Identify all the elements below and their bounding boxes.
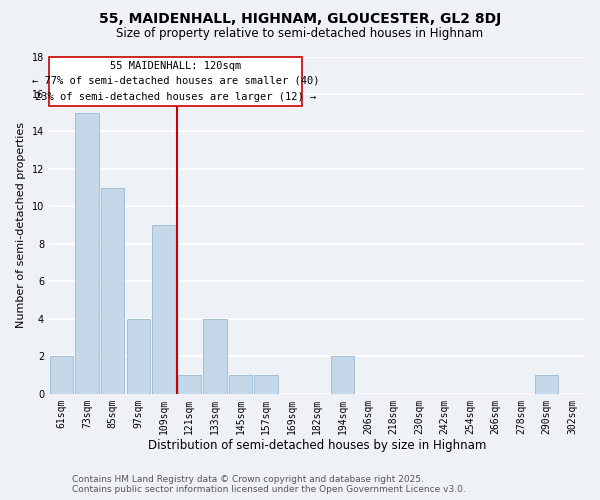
- Bar: [535, 375, 559, 394]
- Text: 55 MAIDENHALL: 120sqm: 55 MAIDENHALL: 120sqm: [110, 61, 241, 71]
- Text: Size of property relative to semi-detached houses in Highnam: Size of property relative to semi-detach…: [116, 28, 484, 40]
- Text: 23% of semi-detached houses are larger (12) →: 23% of semi-detached houses are larger (…: [35, 92, 316, 102]
- Text: Contains HM Land Registry data © Crown copyright and database right 2025.: Contains HM Land Registry data © Crown c…: [72, 475, 424, 484]
- Bar: [50, 356, 73, 394]
- X-axis label: Distribution of semi-detached houses by size in Highnam: Distribution of semi-detached houses by …: [148, 440, 486, 452]
- Bar: [331, 356, 354, 394]
- Text: ← 77% of semi-detached houses are smaller (40): ← 77% of semi-detached houses are smalle…: [32, 76, 319, 86]
- Bar: [76, 112, 99, 394]
- Text: 55, MAIDENHALL, HIGHNAM, GLOUCESTER, GL2 8DJ: 55, MAIDENHALL, HIGHNAM, GLOUCESTER, GL2…: [99, 12, 501, 26]
- Bar: [254, 375, 278, 394]
- Bar: [127, 319, 150, 394]
- Text: Contains public sector information licensed under the Open Government Licence v3: Contains public sector information licen…: [72, 485, 466, 494]
- Bar: [203, 319, 227, 394]
- Bar: [101, 188, 124, 394]
- Bar: [229, 375, 252, 394]
- Bar: [178, 375, 201, 394]
- FancyBboxPatch shape: [49, 56, 302, 106]
- Bar: [152, 225, 176, 394]
- Y-axis label: Number of semi-detached properties: Number of semi-detached properties: [16, 122, 26, 328]
